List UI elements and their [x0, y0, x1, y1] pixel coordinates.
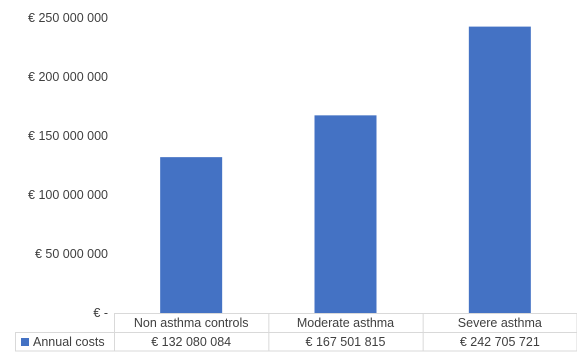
x-category-label: Severe asthma — [458, 316, 542, 330]
data-table: Non asthma controls Moderate asthma Severe… — [15, 313, 577, 352]
y-tick-label: € 250 000 000 — [28, 11, 108, 25]
data-table-value: € 167 501 815 — [306, 335, 386, 349]
legend-swatch — [21, 338, 29, 346]
y-tick-label: € 100 000 000 — [28, 188, 108, 202]
x-category-label: Non asthma controls — [134, 316, 249, 330]
legend-series-name: Annual costs — [33, 335, 105, 349]
bar — [314, 115, 377, 313]
bar — [468, 26, 531, 314]
y-tick-label: € 50 000 000 — [35, 247, 108, 261]
y-axis: € - € 50 000 000 € 100 000 000 € 150 000 00… — [28, 11, 108, 320]
data-table-value: € 132 080 084 — [151, 335, 231, 349]
y-tick-label: € 200 000 000 — [28, 70, 108, 84]
data-table-value: € 242 705 721 — [460, 335, 540, 349]
x-category-label: Moderate asthma — [297, 316, 394, 330]
y-tick-label: € 150 000 000 — [28, 129, 108, 143]
y-tick-label: € - — [93, 306, 108, 320]
bar — [160, 157, 223, 313]
bars — [160, 26, 531, 314]
